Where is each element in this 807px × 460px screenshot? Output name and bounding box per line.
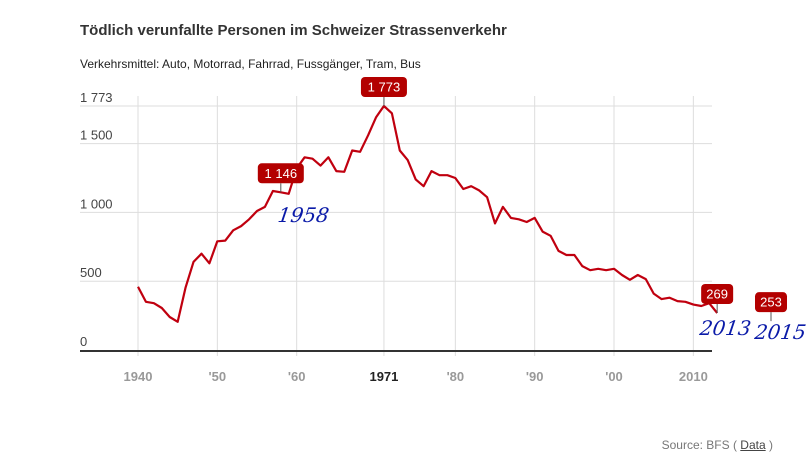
svg-text:1 773: 1 773 [368,80,401,95]
data-label: 1 773 [360,77,407,106]
y-tick-label: 0 [80,334,87,349]
chart-title: Tödlich verunfallte Personen im Schweize… [80,22,507,39]
source-prefix: Source: BFS ( [661,438,737,452]
x-tick-label: '50 [209,369,227,384]
series-line [137,104,719,323]
x-tick-label: 2010 [679,369,708,384]
source-note: Source: BFS ( Data ) [662,438,773,452]
data-label: 253 [755,292,787,322]
annotation-2013: 2013 [698,316,753,340]
y-tick-label: 1 000 [80,196,113,211]
x-tick-label: '80 [447,369,465,384]
x-tick-label: 1971 [369,369,398,384]
svg-text:253: 253 [760,295,782,310]
x-tick-label: '60 [288,369,306,384]
chart-subtitle: Verkehrsmittel: Auto, Motorrad, Fahrrad,… [80,57,421,71]
data-label: 269 [701,283,734,313]
svg-text:269: 269 [706,286,728,301]
annotation-2015: 2015 [753,320,807,344]
x-tick-label: 1940 [124,369,153,384]
annotation-1958: 1958 [276,203,331,227]
y-tick-label: 1 773 [80,90,113,105]
y-tick-label: 1 500 [80,128,113,143]
data-label: 1 146 [257,163,304,193]
x-tick-label: '90 [526,369,544,384]
svg-text:1 146: 1 146 [265,166,298,181]
data-link[interactable]: Data [740,438,766,452]
source-suffix: ) [769,438,773,452]
y-tick-label: 500 [80,265,102,280]
x-tick-label: '00 [605,369,623,384]
